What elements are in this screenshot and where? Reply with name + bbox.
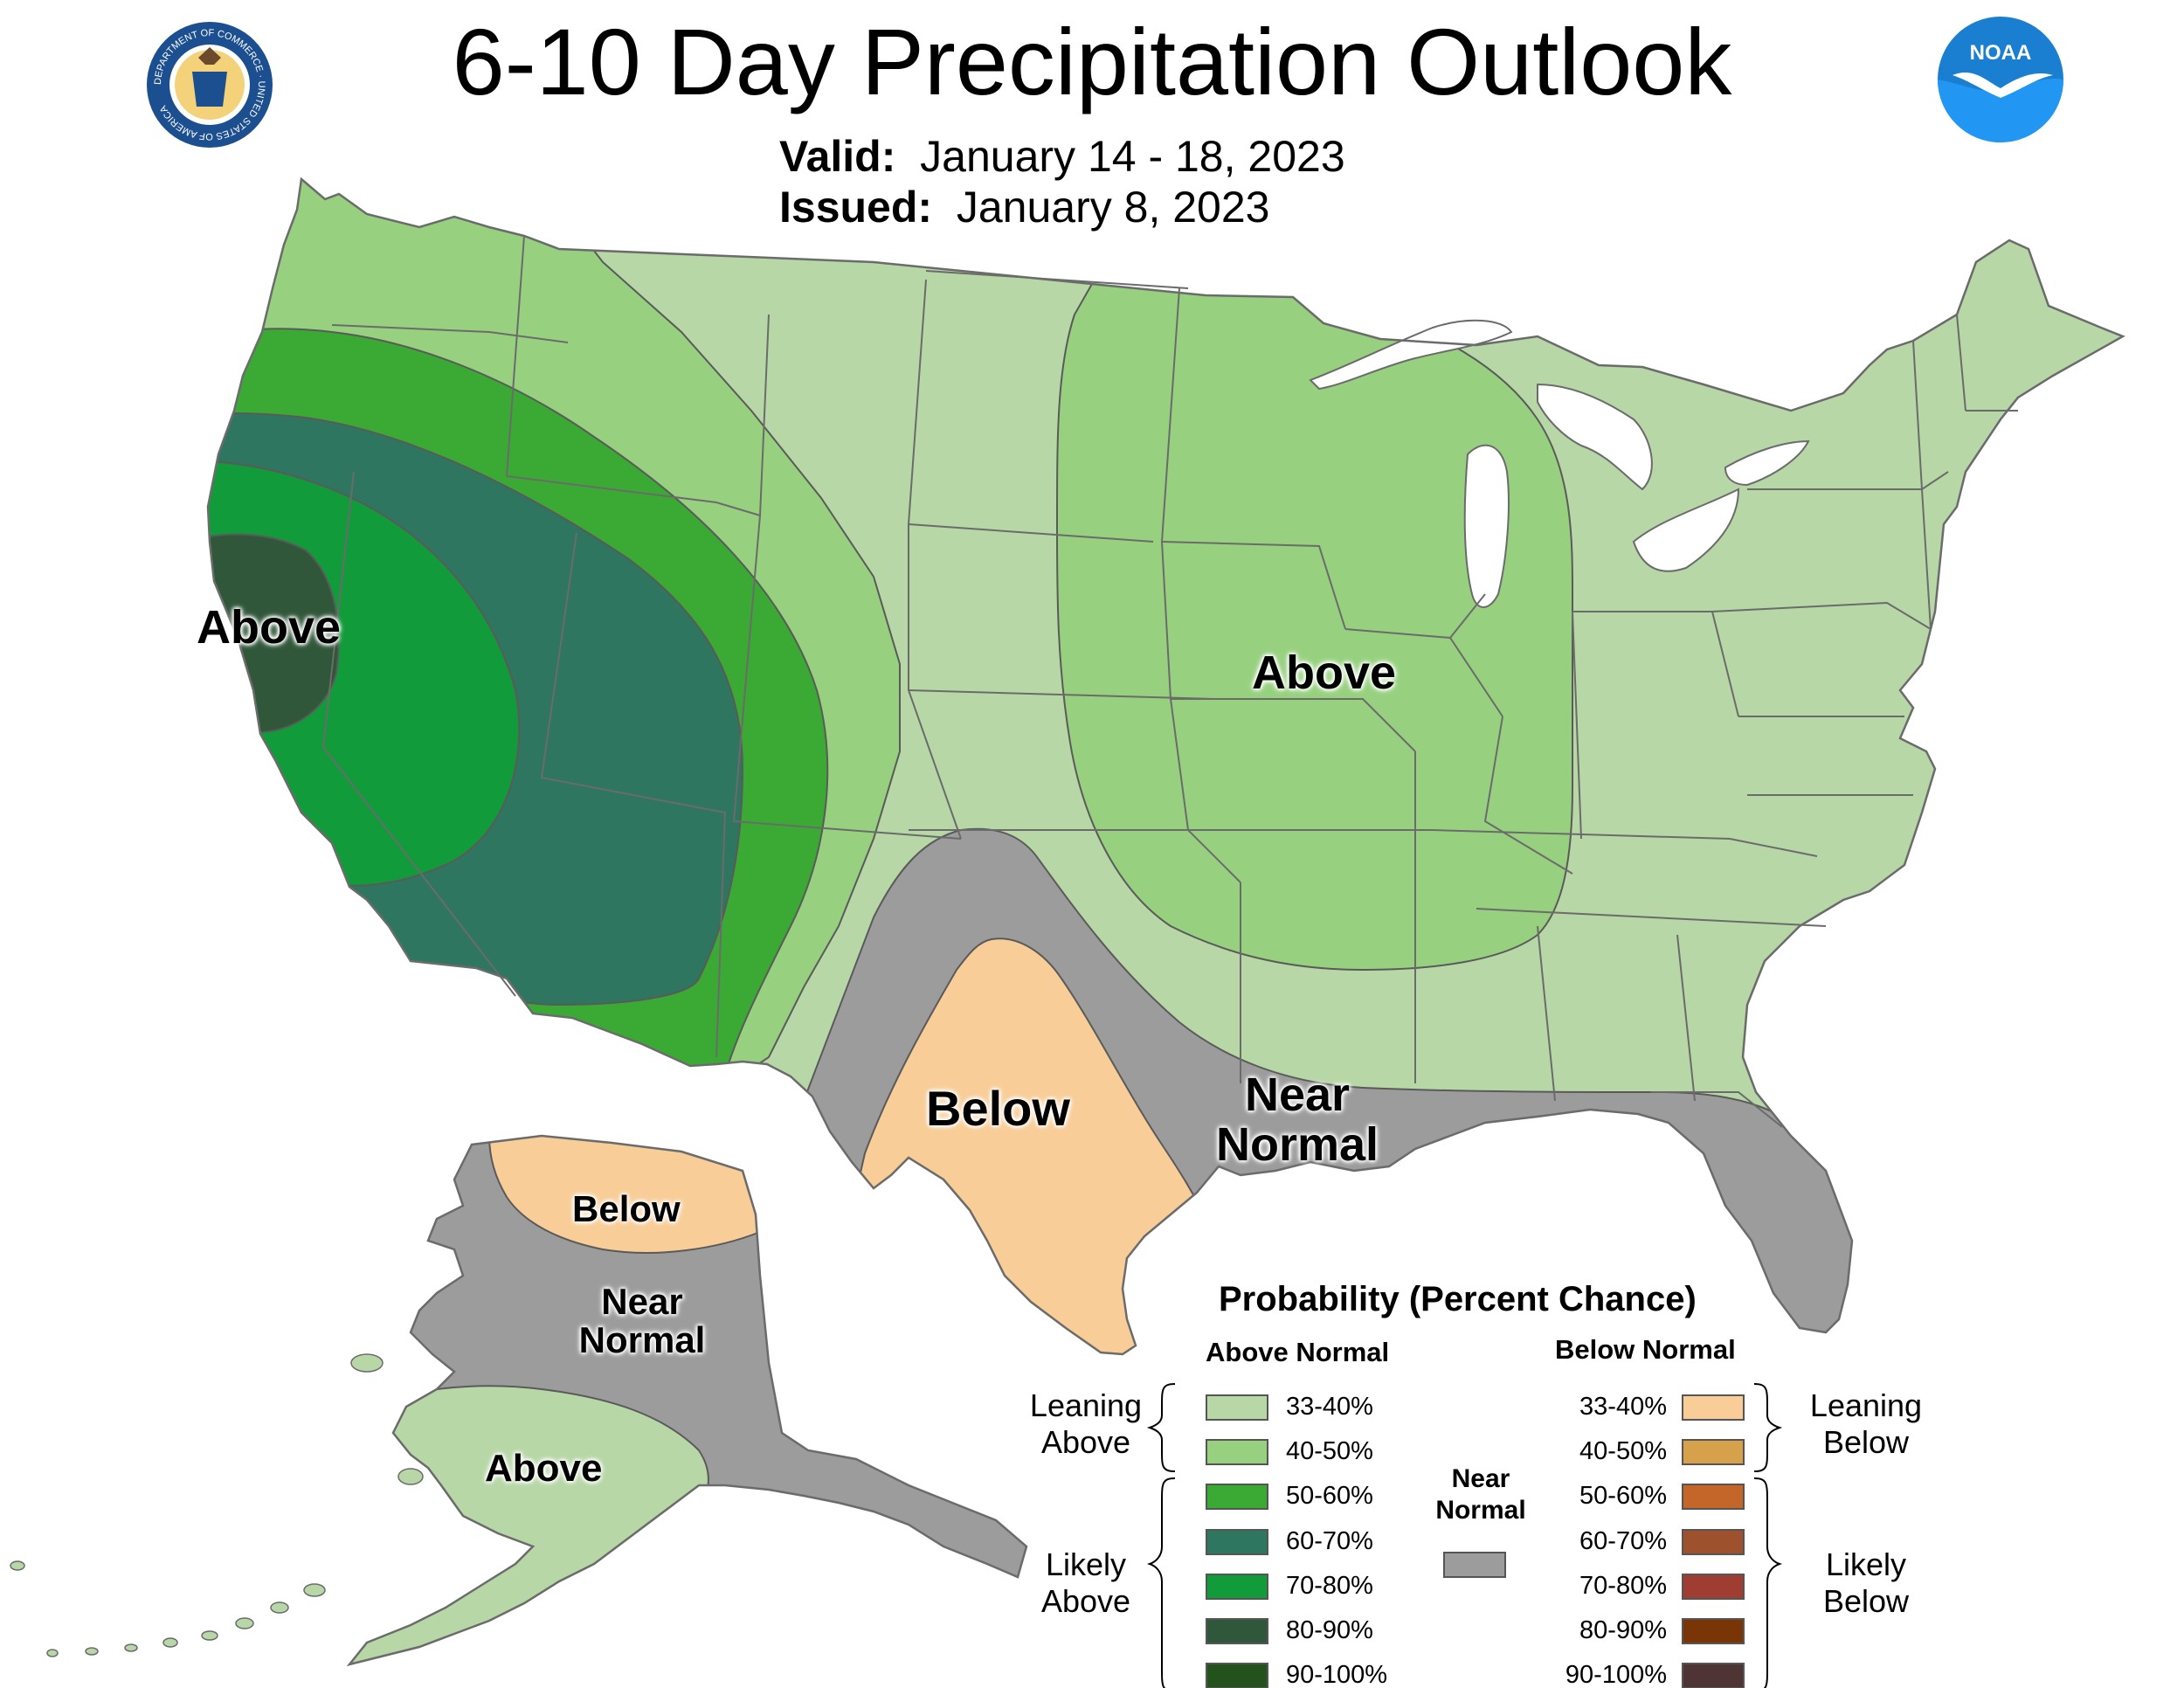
noaa-logo: NOAA — [1938, 17, 2063, 142]
legend-below-label: 80-90% — [1579, 1616, 1667, 1644]
valid-date: January 14 - 18, 2023 — [920, 132, 1345, 181]
legend-above-swatch — [1206, 1573, 1268, 1600]
legend-near-normal-swatch — [1443, 1552, 1506, 1578]
legend-below-label: 50-60% — [1579, 1482, 1667, 1511]
great-lakes — [1309, 319, 1810, 608]
legend-near-normal-label: Near Normal — [1435, 1464, 1526, 1525]
legend-below-swatch — [1682, 1484, 1745, 1511]
legend-below-swatch — [1682, 1618, 1745, 1644]
legend-above-swatch — [1206, 1528, 1268, 1555]
legend-leaning-below: Leaning Below — [1809, 1387, 1923, 1461]
legend-above-label: 70-80% — [1286, 1571, 1373, 1600]
legend-above-swatch — [1206, 1484, 1268, 1511]
legend-leaning-above: Leaning Above — [1029, 1387, 1143, 1461]
legend-below-swatch — [1682, 1528, 1745, 1555]
map-label-texas-below: Below — [926, 1081, 1070, 1136]
map-label-midwest-above: Above — [1252, 647, 1397, 699]
legend-below-swatch — [1682, 1439, 1745, 1466]
legend-above-label: 40-50% — [1286, 1437, 1373, 1466]
legend-above-swatch — [1206, 1394, 1268, 1421]
page-title: 6-10 Day Precipitation Outlook — [452, 9, 1732, 114]
legend-below-header: Below Normal — [1555, 1334, 1736, 1365]
legend-likely-above: Likely Above — [1040, 1546, 1131, 1620]
ak-zone-below — [487, 1136, 761, 1254]
commerce-seal-logo: DEPARTMENT OF COMMERCE · UNITED STATES O… — [147, 22, 273, 148]
legend-above-label: 80-90% — [1286, 1616, 1373, 1644]
noaa-logo-text: NOAA — [1970, 41, 2032, 65]
aleutian-islands — [10, 1353, 424, 1657]
map-label-alaska-near-normal: Near Normal — [578, 1281, 706, 1361]
alaska-outline — [346, 1134, 1028, 1667]
map-label-west-above: Above — [197, 601, 342, 654]
legend-right-braces — [1753, 1383, 1783, 1688]
state-boundaries — [321, 235, 2018, 1128]
legend-below-label: 40-50% — [1579, 1437, 1667, 1466]
legend-title: Probability (Percent Chance) — [1219, 1280, 1697, 1318]
legend-left-braces — [1146, 1383, 1176, 1688]
legend-below-label: 60-70% — [1579, 1526, 1667, 1555]
issued-date: January 8, 2023 — [956, 183, 1270, 232]
conus-probability-zones — [208, 179, 2123, 1354]
legend-above-header: Above Normal — [1206, 1337, 1390, 1367]
valid-label: Valid: — [779, 132, 896, 181]
legend-below-label: 70-80% — [1579, 1571, 1667, 1600]
legend-likely-below: Likely Below — [1822, 1546, 1910, 1620]
map-label-gulf-near-normal: Near Normal — [1215, 1069, 1379, 1171]
map-label-alaska-above: Above — [485, 1447, 603, 1490]
legend-below-label: 90-100% — [1565, 1661, 1667, 1688]
issued-line: Issued: January 8, 2023 — [779, 182, 1269, 232]
legend-below-swatch — [1682, 1394, 1745, 1421]
issued-label: Issued: — [779, 183, 933, 232]
legend-above-label: 60-70% — [1286, 1526, 1373, 1555]
legend-below-swatch — [1682, 1573, 1745, 1600]
legend-above-label: 90-100% — [1286, 1661, 1388, 1688]
legend-below-swatch — [1682, 1663, 1745, 1688]
legend-below-label: 33-40% — [1579, 1393, 1667, 1421]
conus-outline — [206, 176, 2125, 1356]
legend-above-swatch — [1206, 1618, 1268, 1644]
map-label-alaska-below: Below — [572, 1188, 681, 1229]
legend-above-swatch — [1206, 1663, 1268, 1688]
legend-above-swatch — [1206, 1439, 1268, 1466]
legend-above-label: 33-40% — [1286, 1393, 1373, 1421]
valid-line: Valid: January 14 - 18, 2023 — [779, 131, 1345, 182]
legend-above-label: 50-60% — [1286, 1482, 1373, 1511]
alaska-probability-zones — [349, 1136, 1026, 1664]
zone-midwest-above-40-50 — [1056, 281, 1574, 972]
